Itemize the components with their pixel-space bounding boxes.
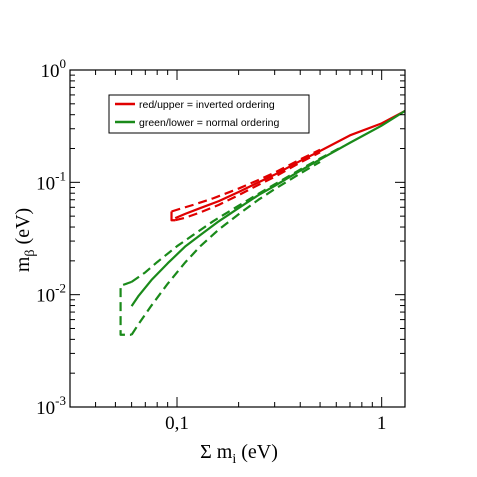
y-tick-label-exponent: -1: [55, 168, 66, 183]
normal-series-dashed-6: [130, 160, 321, 336]
y-axis-label-main: m: [12, 256, 34, 272]
x-tick-label: 1: [377, 413, 387, 434]
inverted-series-solid-3: [170, 211, 176, 222]
y-tick-label-exponent: -2: [55, 281, 66, 296]
y-tick-label-base: 10: [41, 61, 60, 82]
y-axis-label-unit: (eV): [12, 208, 34, 245]
y-tick-label: 100: [41, 56, 67, 82]
legend-label-inverted: red/upper = inverted ordering: [139, 99, 275, 111]
y-tick-label-base: 10: [36, 286, 55, 307]
y-tick-label-exponent: 0: [60, 56, 67, 71]
y-tick-label-base: 10: [36, 398, 55, 419]
inverted-series-solid-0: [174, 109, 406, 220]
legend-label-normal: green/lower = normal ordering: [139, 117, 280, 129]
y-tick-label: 10-2: [36, 281, 66, 307]
x-axis-label-main: Σ m: [200, 441, 233, 463]
inverted-series-dashed-1: [171, 148, 321, 213]
y-tick-label: 10-1: [36, 168, 66, 194]
normal-series-dashed-7: [119, 280, 132, 336]
series-layer: [119, 109, 406, 336]
x-axis-label: Σ mi (eV): [200, 441, 278, 467]
inverted-series-dashed-2: [174, 151, 321, 222]
y-axis-label: mβ (eV): [12, 208, 38, 272]
x-axis-label-unit: (eV): [241, 441, 278, 463]
legend-box: [108, 94, 310, 134]
normal-series-dashed-5: [130, 145, 344, 283]
y-tick-label-exponent: -3: [55, 393, 66, 408]
x-tick-label: 0,1: [165, 413, 189, 434]
plot-frame: [69, 69, 406, 408]
y-tick-label: 10-3: [36, 393, 66, 419]
y-axis-label-sub: β: [23, 249, 38, 256]
legend: red/upper = inverted ordering green/lowe…: [108, 94, 310, 134]
x-axis-label-sub: i: [232, 452, 236, 467]
y-tick-label-base: 10: [36, 173, 55, 194]
normal-series-solid-4: [130, 110, 406, 307]
